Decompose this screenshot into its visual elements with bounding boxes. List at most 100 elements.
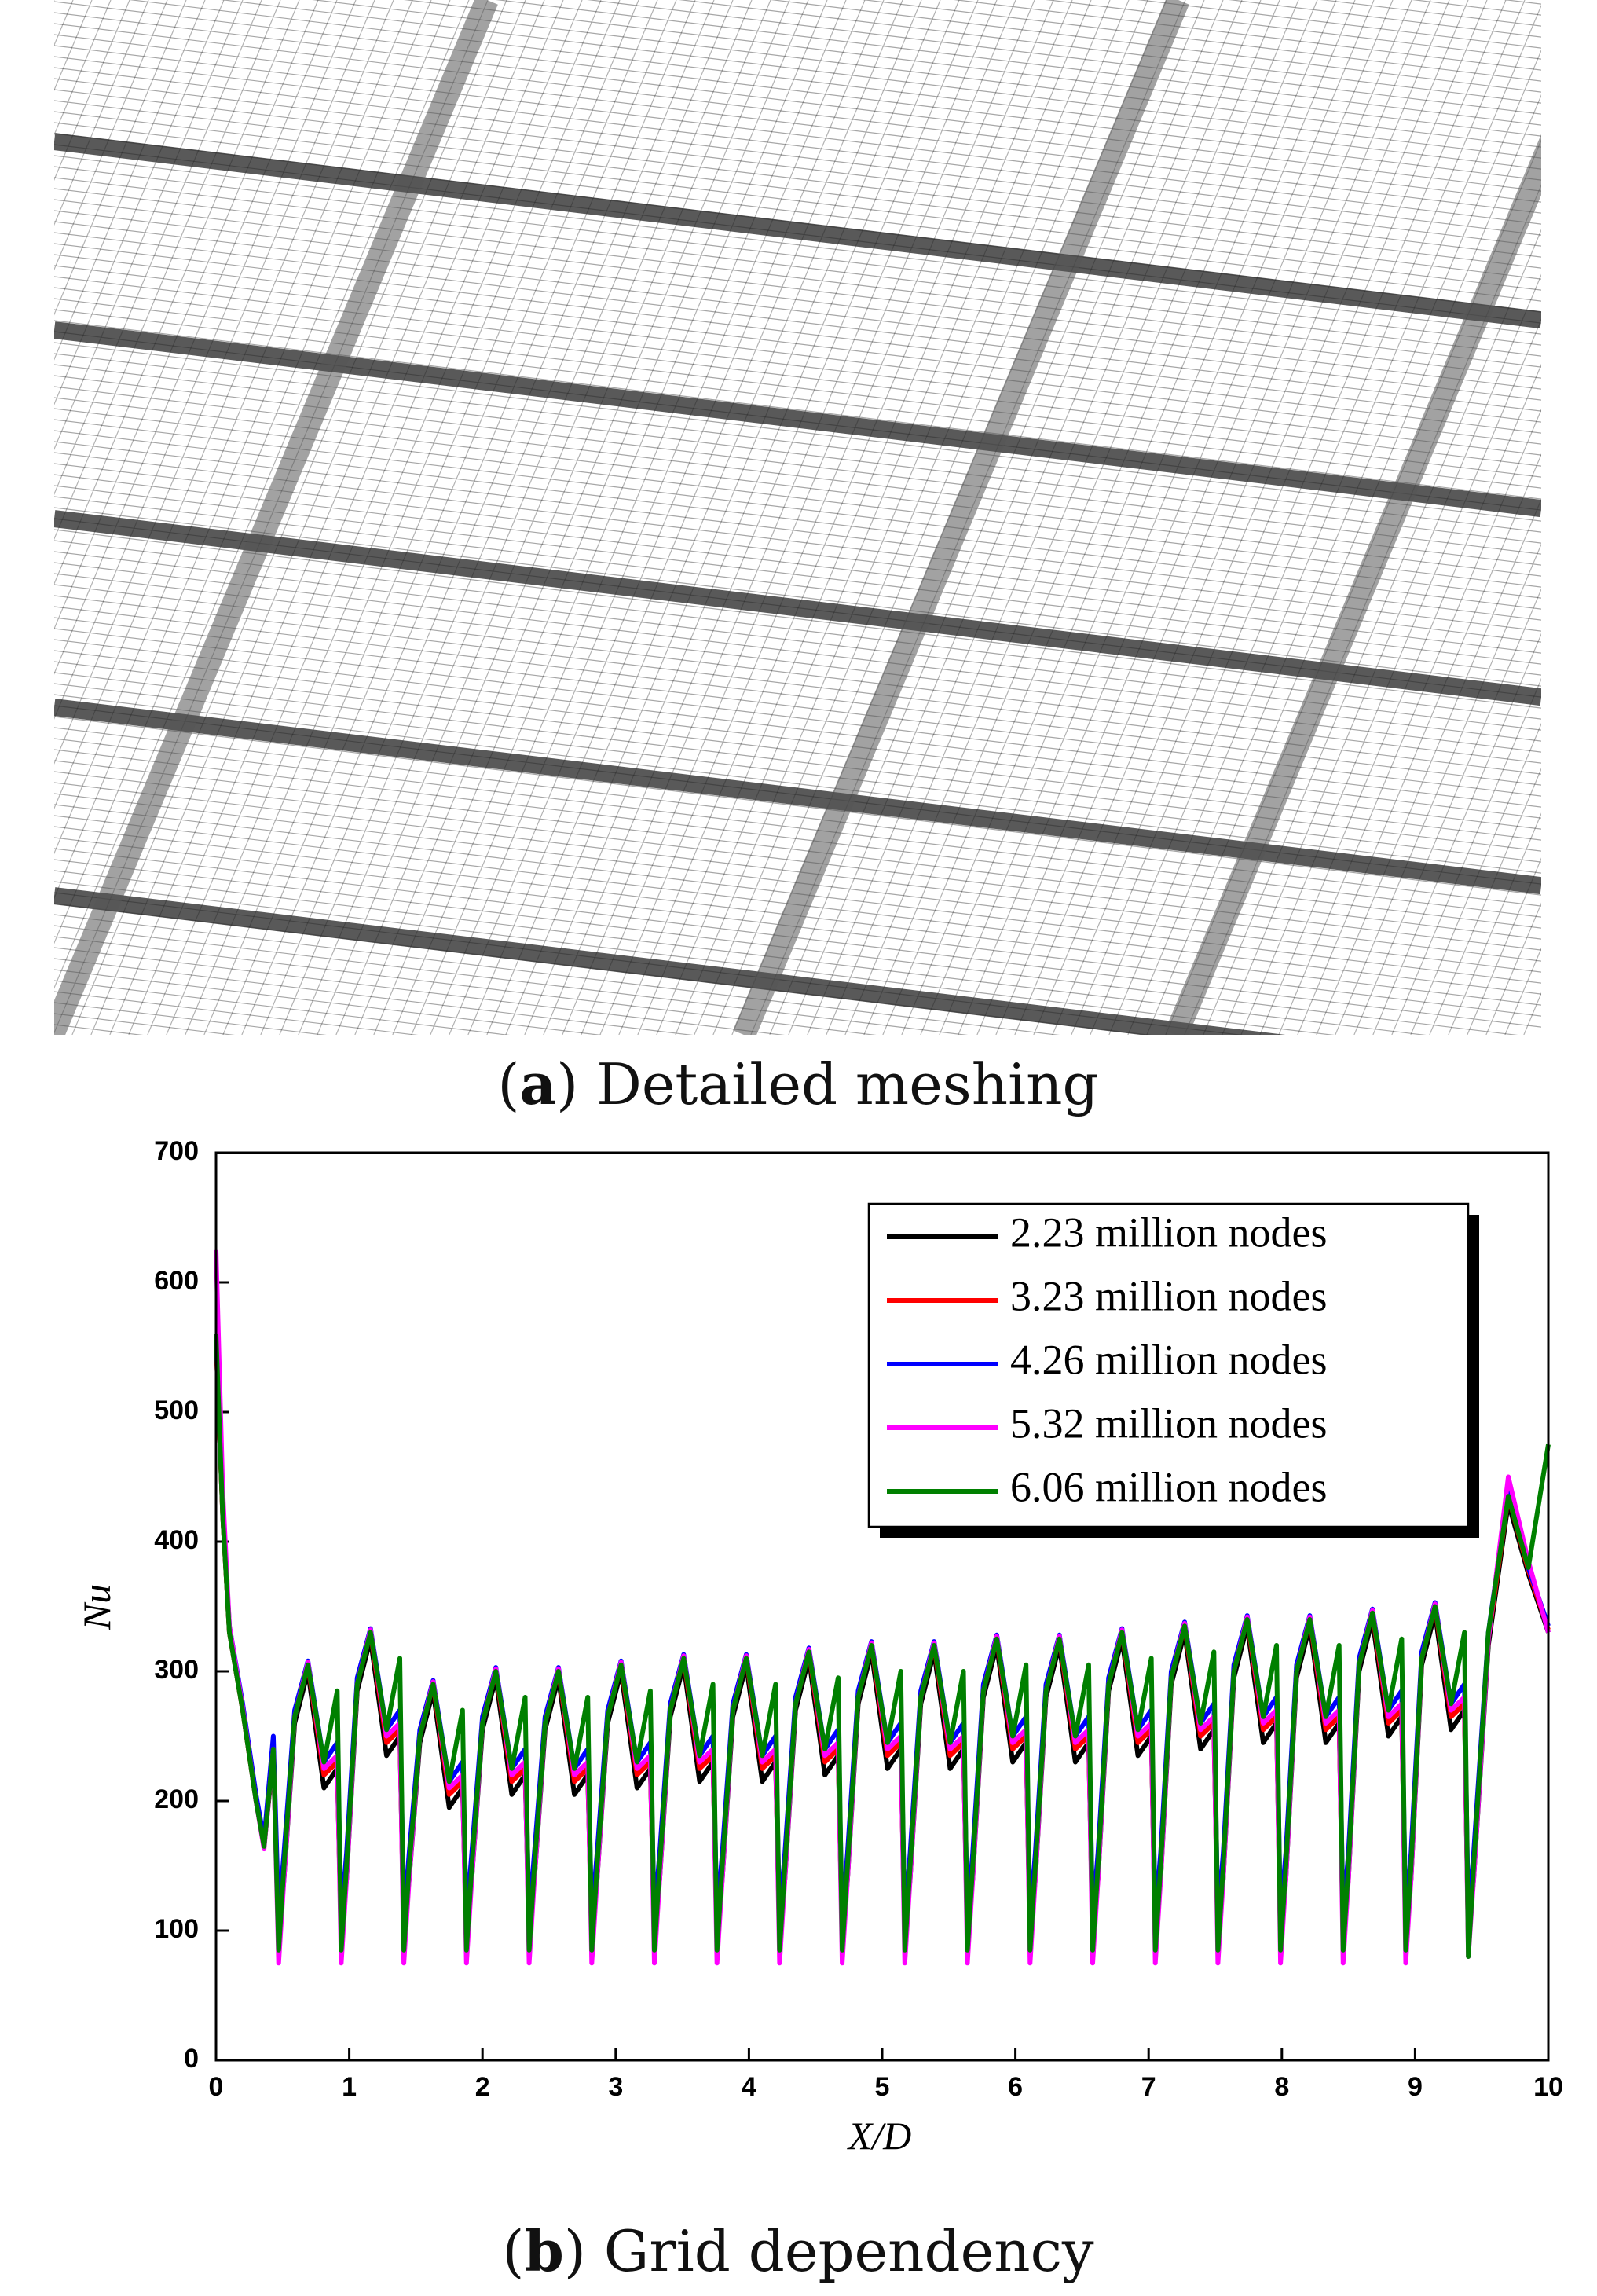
mesh-line [1071,0,1507,1035]
mesh-line [618,0,1054,1035]
mesh-line [712,0,1148,1035]
mesh-line [54,749,1541,929]
mesh-line [976,0,1412,1035]
x-tick-label: 10 [1533,2072,1563,2102]
mesh-line [54,0,168,271]
y-tick-label: 200 [154,1784,199,1814]
mesh-line [826,0,1262,1035]
mesh-line [1467,857,1541,1035]
mesh-line [863,0,1299,1035]
mesh-line [54,56,1541,236]
mesh-line [54,991,419,1035]
y-tick-label: 600 [154,1266,199,1296]
mesh-band [54,133,1541,329]
mesh-line [54,0,130,182]
legend-label: 4.26 million nodes [1010,1336,1328,1383]
x-tick-label: 6 [1008,2072,1023,2102]
caption-label: b [524,2217,563,2284]
data-line [214,1333,1551,1959]
mesh-line [54,67,1541,247]
mesh-band [54,887,1286,1035]
mesh-line [54,166,1541,346]
mesh-line [54,265,1541,445]
mesh-line [1052,0,1488,1035]
mesh-line [54,254,1541,434]
mesh-line [54,353,1541,533]
mesh-image [54,0,1541,1035]
mesh-line [1090,0,1526,1035]
mesh-line [54,89,1541,269]
caption-b: (b) Grid dependency [502,2217,1094,2284]
mesh-line [71,0,507,1035]
mesh-line [54,276,1541,456]
mesh-line [54,199,1541,379]
mesh-line [953,0,1541,71]
mesh-line [1353,588,1541,1035]
mesh-line [1014,0,1450,1035]
mesh-line [335,0,771,1035]
mesh-line [54,947,786,1035]
mesh-line [54,881,1335,1035]
y-tick-label: 700 [154,1136,199,1166]
mesh-line [317,0,753,1035]
mesh-line [54,45,1541,225]
mesh-line [54,848,1541,1028]
mesh-line [54,936,877,1035]
mesh-line [54,441,1541,621]
mesh-line [241,0,677,1035]
mesh-line [54,485,1541,665]
mesh-line [1108,4,1541,1035]
mesh-line [54,287,1541,467]
y-tick-label: 300 [154,1655,199,1685]
mesh-line [54,474,1541,654]
mesh-line [562,0,998,1035]
mesh-line [694,0,1130,1035]
mesh-line [354,0,790,1035]
mesh-line [1410,722,1541,1035]
mesh-line [166,0,602,1035]
mesh-line [807,0,1243,1035]
mesh-line [54,969,602,1035]
mesh-line [54,375,1541,555]
mesh-line [128,0,1541,170]
mesh-line [373,0,809,1035]
mesh-line [185,0,621,1035]
mesh-band [1165,134,1541,1035]
mesh-line [403,0,1541,137]
mesh-line [54,771,1541,951]
mesh-line [54,232,1541,412]
mesh-line [430,0,866,1035]
mesh-line [54,12,1541,192]
mesh-line [54,122,1541,302]
y-tick-label: 100 [154,1914,199,1944]
mesh-line [222,0,658,1035]
mesh-line [524,0,960,1035]
mesh-line [54,738,1541,918]
mesh-line [54,342,1541,522]
caption-label: a [519,1051,556,1117]
mesh-line [656,0,1092,1035]
y-axis-label: Nu [75,1584,119,1630]
mesh-line [1228,0,1541,38]
mesh-line [54,980,511,1035]
mesh-line [54,298,1541,478]
mesh-line [543,0,979,1035]
x-tick-label: 8 [1274,2072,1289,2102]
mesh-line [54,694,1541,874]
x-tick-label: 1 [342,2072,357,2102]
mesh-line [54,78,1541,258]
mesh-line [920,0,1356,1035]
mesh-line [862,0,1541,82]
mesh-line [1429,768,1541,1035]
mesh-line [54,859,1518,1035]
x-axis-label: X/D [847,2114,912,2158]
mesh-line [54,177,1541,357]
mesh-band [733,0,1189,1035]
mesh-line [54,0,244,450]
mesh-line [467,0,903,1035]
mesh-line [54,1002,327,1035]
mesh-line [1127,49,1541,1035]
mesh-line [1137,0,1541,49]
x-tick-label: 3 [608,2072,623,2102]
mesh-line [54,320,1541,500]
